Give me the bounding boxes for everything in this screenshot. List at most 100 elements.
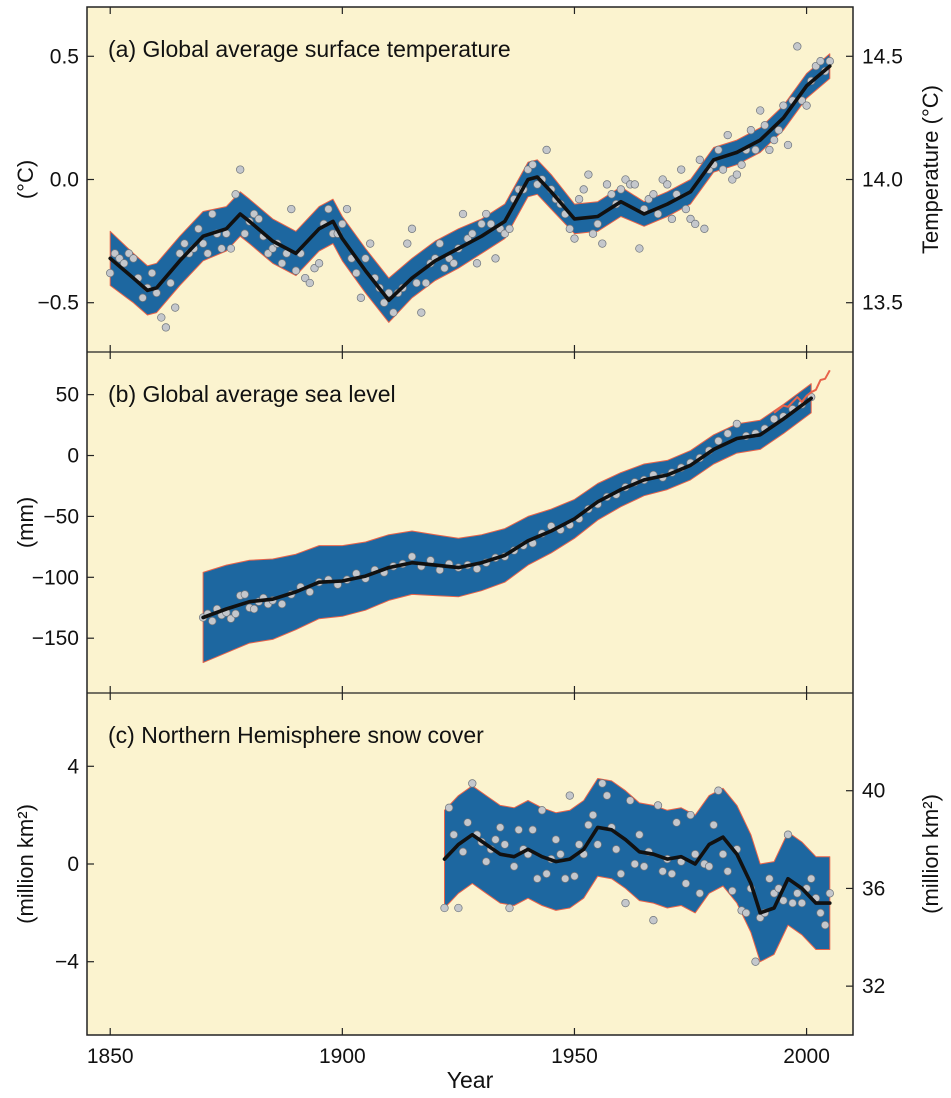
x-tick-label: 2000 [783,1045,830,1068]
panel-a-data-point [287,204,296,214]
panel-c-data-point [639,862,649,871]
panel-b-y-tick-label: −50 [43,505,79,528]
panel-a-data-point [147,268,157,278]
panel-c-data-point [667,869,677,878]
panel-b-data-point [249,604,259,614]
panel-c-left-axis-label: (million km²) [13,804,38,924]
x-tick-label: 1900 [319,1045,366,1068]
panel-c-data-point [751,957,760,966]
panel-c-data-point [500,840,509,849]
panel-b-data-point [714,436,723,446]
panel-a-data-point [602,180,612,189]
panel-a-data-point [236,165,245,174]
x-tick-label: 1850 [87,1045,134,1068]
panel-a-data-point [816,57,825,66]
panel-a-data-point [106,268,115,278]
panel-a-data-point [746,126,756,135]
panel-c-data-point [681,879,691,888]
panel-a-data-point [449,259,458,268]
panel-a-data-point [579,185,588,194]
panel-c-snow-cover: −4 0 4 32 36 40 (c) Northern Hemisphere snow … [13,692,943,1035]
panel-c-data-point [593,840,602,849]
panel-a-data-point [324,204,333,214]
panel-a-data-point [379,298,389,307]
panel-a-data-point [681,204,691,214]
panel-a-data-point [802,101,811,110]
panel-a-data-point [277,259,287,268]
x-axis-label: Year [447,1067,494,1093]
panel-c-data-point [825,889,834,898]
panel-a-y-tick-label: 0.0 [50,169,79,192]
panel-b-data-point [723,429,732,438]
panel-c-data-point [496,823,505,832]
panel-a-data-point [607,190,616,199]
panel-a-data-point [356,293,366,302]
panel-b-y-tick-label: 0 [67,445,79,468]
panel-b-satellite-line [773,369,831,414]
panel-c-y-tick-label: 4 [67,755,79,778]
panel-a-data-point [435,239,444,248]
panel-c-data-point [556,850,565,859]
panel-b-smooth-line-group [201,396,813,620]
panel-a-data-point [403,239,412,248]
panel-a-data-point [635,244,644,253]
panel-a-y-tick-label: 0.5 [50,45,79,68]
panel-a-data-point [700,224,709,233]
panel-c-data-point [505,903,514,913]
panel-c-right-tick-label: 32 [862,975,885,998]
panel-a-data-point [663,180,672,189]
panel-a-data-point [314,259,324,268]
panel-a-data-point [157,313,166,322]
panel-b-data-point [472,564,482,573]
panel-c-data-point [820,920,830,930]
panel-a-data-point [486,219,496,229]
panel-a-data-point [718,165,728,174]
panel-a-y-tick-label: −0.5 [38,292,79,315]
panel-a-data-point [203,249,212,258]
panel-a-data-point [231,190,240,199]
panel-a-data-point [226,244,236,253]
panel-c-data-point [686,810,695,820]
panel-c-data-point [816,908,825,918]
panel-b-data-point [208,616,217,626]
panel-b-data-point [240,590,249,599]
panel-c-data-point [458,847,468,856]
panel-c-data-point [742,908,751,918]
panel-c-uncertainty-band [444,778,831,963]
panel-c-data-point [509,862,519,871]
panel-c-data-point [807,874,816,883]
panel-a-data-point [574,195,584,204]
panel-b-title: (b) Global average sea level [108,381,396,407]
panel-a-data-point [389,308,398,317]
panel-a-data-point [584,170,593,179]
panel-a-smooth-line-group [108,64,832,303]
panel-a-data-point [161,323,171,332]
panel-c-data-point [449,830,458,839]
panel-a-data-point [254,214,263,224]
panel-a-data-point [565,224,574,233]
panel-c-data-point [565,791,574,800]
panel-a-smooth-line [108,64,832,303]
panel-a-data-point [407,224,417,233]
panel-c-right-tick-label: 36 [862,877,885,900]
panel-c-data-point [630,859,639,869]
panel-c-data-point [616,869,626,878]
panel-b-data-point [732,419,742,429]
panel-c-data-point [704,862,714,871]
panel-a-data-point [732,170,742,179]
panel-a-data-point [338,219,347,229]
panel-b-sea-level: −150 −100 −50 0 50 (b) Global average sea le… [13,351,853,693]
panel-c-y-tick-label: 0 [67,853,79,876]
panel-b-data-point [277,599,287,609]
panel-a-data-point [342,204,352,214]
panel-a-data-point [138,293,147,302]
panel-c-data-point [649,916,658,925]
panel-a-data-point [305,278,314,288]
panel-a-data-point [472,259,482,268]
panel-a-data-point [542,145,551,155]
panel-a-data-point [653,209,663,219]
panel-a-data-point [175,249,184,258]
panel-a-data-point [630,180,639,189]
panel-c-data-point [797,898,807,908]
panel-a-left-axis-label: (°C) [13,160,38,199]
